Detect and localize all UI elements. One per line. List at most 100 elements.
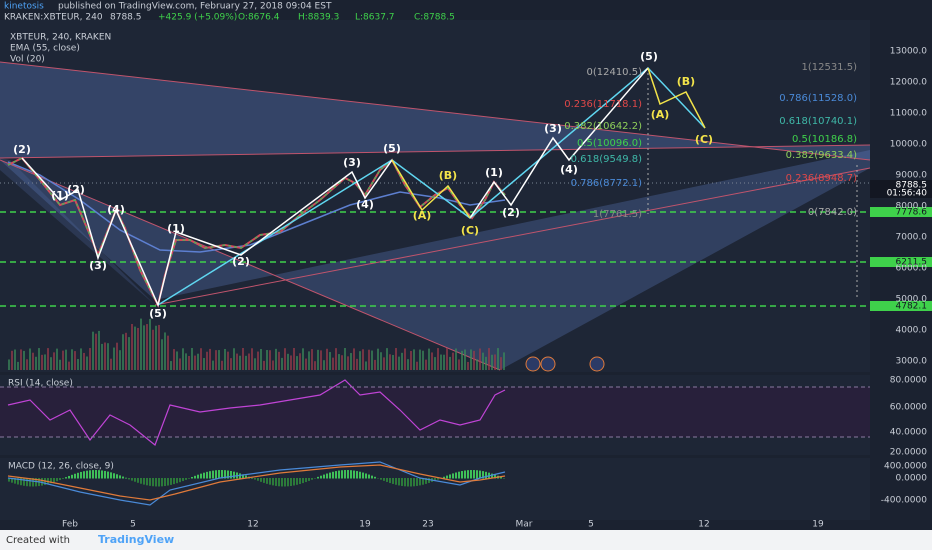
histogram-bar (374, 476, 376, 479)
volume-bar (389, 354, 391, 370)
histogram-bar (122, 476, 124, 479)
histogram-bar (206, 471, 208, 479)
histogram-bar (263, 478, 265, 483)
price-tick-label: 10000.0 (890, 140, 927, 150)
volume-bar (308, 351, 310, 370)
volume-bar (209, 348, 211, 370)
histogram-bar (116, 474, 118, 479)
histogram-bar (386, 478, 388, 482)
volume-bar (215, 350, 217, 370)
histogram-bar (227, 470, 229, 479)
volume-bar (53, 352, 55, 370)
histogram-bar (368, 474, 370, 479)
published: published on TradingView.com, February 2… (58, 2, 332, 12)
volume-bar (446, 348, 448, 370)
volume-bar (302, 348, 304, 370)
histogram-bar (62, 478, 64, 479)
time-tick-label: 19 (812, 520, 824, 530)
histogram-bar (14, 478, 16, 484)
histogram-bar (278, 478, 280, 487)
fib-label: 0.236(8948.7) (786, 173, 858, 184)
volume-bar (269, 350, 271, 370)
volume-bar (104, 342, 106, 370)
volume-bar (377, 348, 379, 370)
histogram-bar (329, 472, 331, 479)
histogram-bar (389, 478, 391, 484)
histogram-bar (251, 477, 253, 479)
volume-bar (467, 361, 469, 370)
volume-bar (197, 353, 199, 370)
open: O:8676.4 (238, 13, 280, 23)
volume-bar (293, 348, 295, 370)
macd-line (7, 461, 506, 506)
histogram-bar (353, 470, 355, 479)
volume-bar (158, 324, 160, 370)
histogram-bar (131, 478, 133, 481)
histogram-bar (254, 478, 256, 480)
volume-bar (221, 360, 223, 370)
histogram-bar (485, 471, 487, 479)
footer-bar (0, 530, 932, 550)
volume-bar (455, 348, 457, 370)
histogram-bar (452, 473, 454, 479)
volume-bar (482, 352, 484, 370)
volume-bar (101, 343, 103, 370)
volume-bar (272, 360, 274, 370)
histogram-bar (134, 478, 136, 482)
histogram-bar (104, 470, 106, 479)
volume-bar (116, 342, 118, 370)
volume-bar (380, 352, 382, 370)
histogram-bar (347, 470, 349, 479)
rsi-tick-label: 40.0000 (890, 428, 927, 438)
volume-bar (440, 354, 442, 370)
histogram-bar (260, 478, 262, 482)
histogram-bar (404, 478, 406, 487)
histogram-bar (371, 475, 373, 479)
histogram-bar (419, 478, 421, 486)
rsi-band (0, 387, 870, 437)
header-bar (0, 0, 932, 20)
volume-bar (404, 348, 406, 370)
macd-histogram (8, 470, 505, 487)
histogram-bar (20, 478, 22, 486)
fib-label: 0.786(11528.0) (779, 93, 857, 104)
histogram-bar (242, 474, 244, 479)
histogram-bar (275, 478, 277, 486)
wave-lines (21, 66, 706, 308)
histogram-bar (476, 470, 478, 479)
volume-bar (365, 361, 367, 370)
wave-label: (B) (677, 75, 695, 88)
wave-label: (B) (439, 169, 457, 182)
wave-label: (3) (343, 156, 361, 169)
histogram-bar (269, 478, 271, 485)
volume-bar (305, 358, 307, 370)
fib-label: 0.5(10186.8) (792, 134, 857, 145)
price-tick-label: 3000.0 (896, 357, 928, 367)
volume-bar (65, 349, 67, 370)
histogram-bar (191, 477, 193, 479)
volume-bar (485, 356, 487, 370)
volume-bar (92, 331, 94, 370)
volume-bar (332, 357, 334, 370)
histogram-bar (425, 478, 427, 484)
histogram-bar (113, 473, 115, 479)
histogram-bar (326, 473, 328, 479)
histogram-bar (209, 471, 211, 479)
volume-bar (500, 357, 502, 370)
volume-bar (233, 348, 235, 370)
histogram-bar (290, 478, 292, 486)
volume-bar (314, 361, 316, 370)
histogram-bar (359, 471, 361, 479)
fib-label: 0(7842.0) (808, 207, 857, 218)
histogram-bar (446, 475, 448, 479)
volume-bar (29, 348, 31, 370)
volume-bar (47, 348, 49, 370)
volume-bar (149, 318, 151, 370)
histogram-bar (215, 470, 217, 479)
histogram-bar (32, 478, 34, 487)
histogram-bar (143, 478, 145, 485)
histogram-bar (140, 478, 142, 484)
histogram-bar (407, 478, 409, 487)
volume-bar (170, 361, 172, 370)
